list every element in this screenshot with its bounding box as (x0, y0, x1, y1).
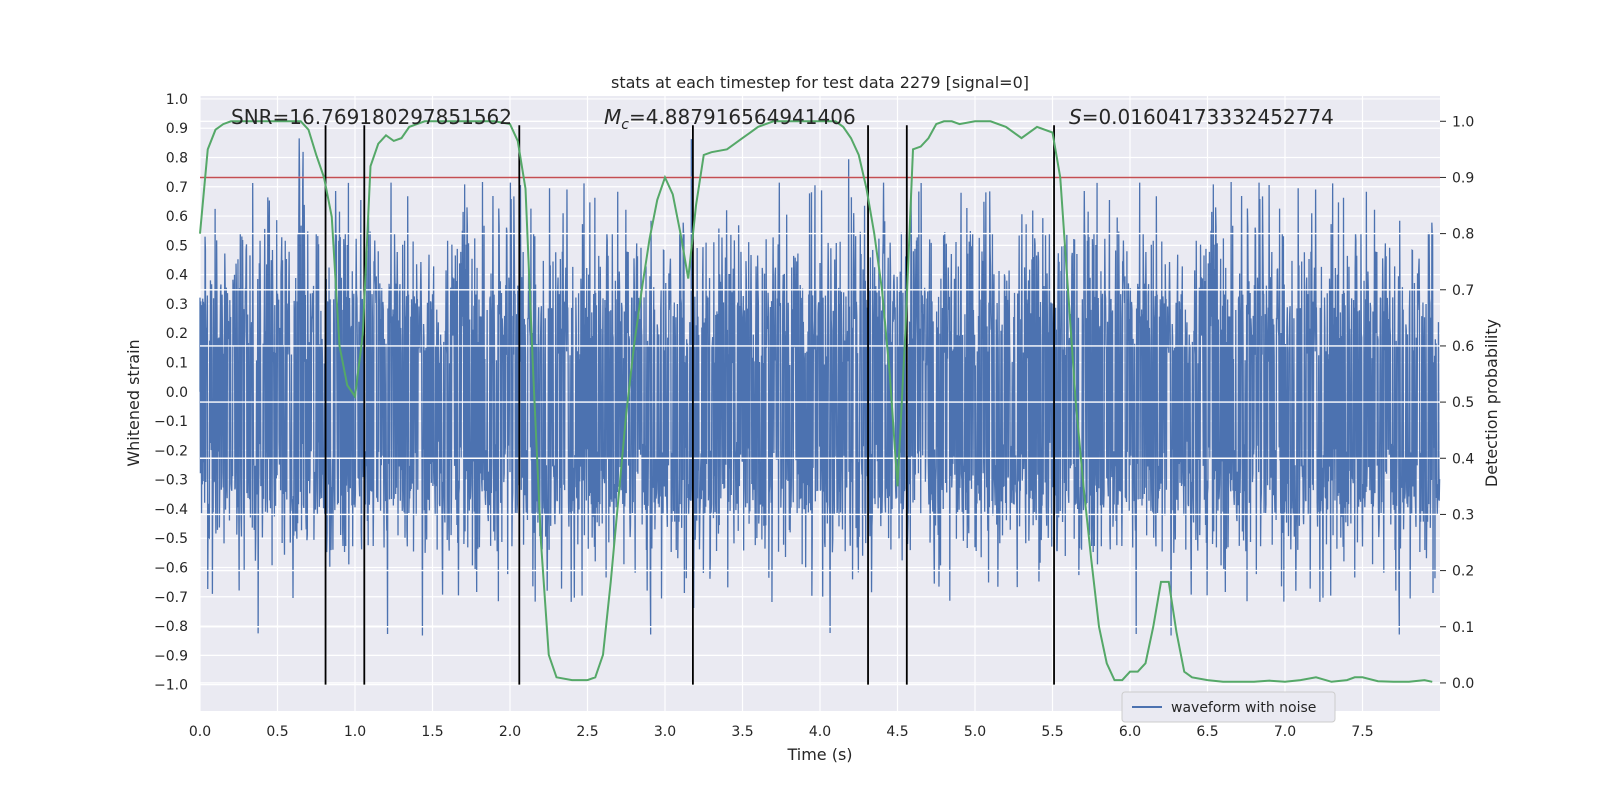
x-tick-label: 0.0 (189, 724, 211, 740)
x-tick-label: 2.0 (499, 724, 521, 740)
y2-tick-label: 0.7 (1452, 283, 1474, 299)
y-tick-label: 0.9 (166, 121, 188, 137)
y2-axis-label: Detection probability (1482, 319, 1501, 487)
x-tick-label: 2.5 (576, 724, 598, 740)
y-tick-label: −0.1 (154, 414, 188, 430)
chirp-mass-annotation: Mc=4.887916564941406 (604, 105, 856, 133)
y-tick-label: 0.8 (166, 151, 188, 167)
y-tick-label: −0.4 (154, 502, 188, 518)
x-tick-labels: 0.0 0.5 1.0 1.5 2.0 2.5 3.0 3.5 4.0 4.5 5.0 5.5 6.0 6… (189, 724, 1374, 740)
y-tick-label: −0.2 (154, 443, 188, 459)
y2-tick-label: 0.8 (1452, 227, 1474, 243)
x-tick-label: 5.0 (964, 724, 986, 740)
legend: waveform with noise (1121, 691, 1336, 723)
y-tick-label: 1.0 (166, 92, 188, 108)
y-tick-label: 0.6 (166, 209, 188, 225)
y2-tick-label: 0.6 (1452, 339, 1474, 355)
y-tick-label: 0.5 (166, 238, 188, 254)
y-tick-label: −1.0 (154, 678, 188, 694)
chart-title: stats at each timestep for test data 227… (611, 73, 1029, 92)
x-tick-label: 1.0 (344, 724, 366, 740)
y-tick-label: −0.3 (154, 473, 188, 489)
legend-box (1121, 691, 1336, 723)
x-tick-label: 3.5 (731, 724, 753, 740)
x-tick-label: 5.5 (1041, 724, 1063, 740)
y-tick-label: −0.6 (154, 561, 188, 577)
y-tick-label: 0.7 (166, 180, 188, 196)
y-tick-label: −0.9 (154, 648, 188, 664)
x-tick-label: 1.5 (421, 724, 443, 740)
x-tick-label: 4.0 (809, 724, 831, 740)
y2-tick-label: 0.4 (1452, 451, 1474, 467)
x-tick-label: 6.0 (1119, 724, 1141, 740)
y-tick-label: 0.2 (166, 326, 188, 342)
x-tick-label: 7.5 (1351, 724, 1373, 740)
y2-tick-labels: 1.0 0.9 0.8 0.7 0.6 0.5 0.4 0.3 0.2 0.1 0.0 (1440, 114, 1474, 692)
x-tick-label: 3.0 (654, 724, 676, 740)
y-tick-label: 0.4 (166, 268, 188, 284)
y2-gridlines (200, 120, 1440, 684)
y-axis-label: Whitened strain (124, 339, 143, 466)
y2-tick-label: 0.9 (1452, 170, 1474, 186)
y2-tick-label: 0.5 (1452, 395, 1474, 411)
y2-tick-label: 0.3 (1452, 507, 1474, 523)
y2-tick-label: 0.1 (1452, 620, 1474, 636)
y-tick-label: −0.8 (154, 619, 188, 635)
y2-tick-label: 0.0 (1452, 676, 1474, 692)
detection-probability-line (199, 120, 1433, 683)
x-tick-label: 4.5 (886, 724, 908, 740)
y-tick-label: 0.0 (166, 385, 188, 401)
y-tick-label: −0.7 (154, 590, 188, 606)
vertical-markers (324, 125, 1055, 685)
y-tick-label: −0.5 (154, 531, 188, 547)
legend-label: waveform with noise (1171, 700, 1316, 716)
y-tick-label: 0.1 (166, 356, 188, 372)
x-tick-label: 6.5 (1196, 724, 1218, 740)
s-annotation: S=0.01604173332452774 (1069, 105, 1334, 129)
y2-tick-label: 0.2 (1452, 564, 1474, 580)
y-tick-label: 0.3 (166, 297, 188, 313)
x-axis-label: Time (s) (786, 745, 852, 764)
y2-tick-label: 1.0 (1452, 114, 1474, 130)
y-tick-labels: 1.0 0.9 0.8 0.7 0.6 0.5 0.4 0.3 0.2 0.1 0.0 −0.1 −0.… (154, 92, 188, 694)
snr-annotation: SNR=16.769180297851562 (231, 105, 512, 129)
x-tick-label: 7.0 (1274, 724, 1296, 740)
x-tick-label: 0.5 (266, 724, 288, 740)
